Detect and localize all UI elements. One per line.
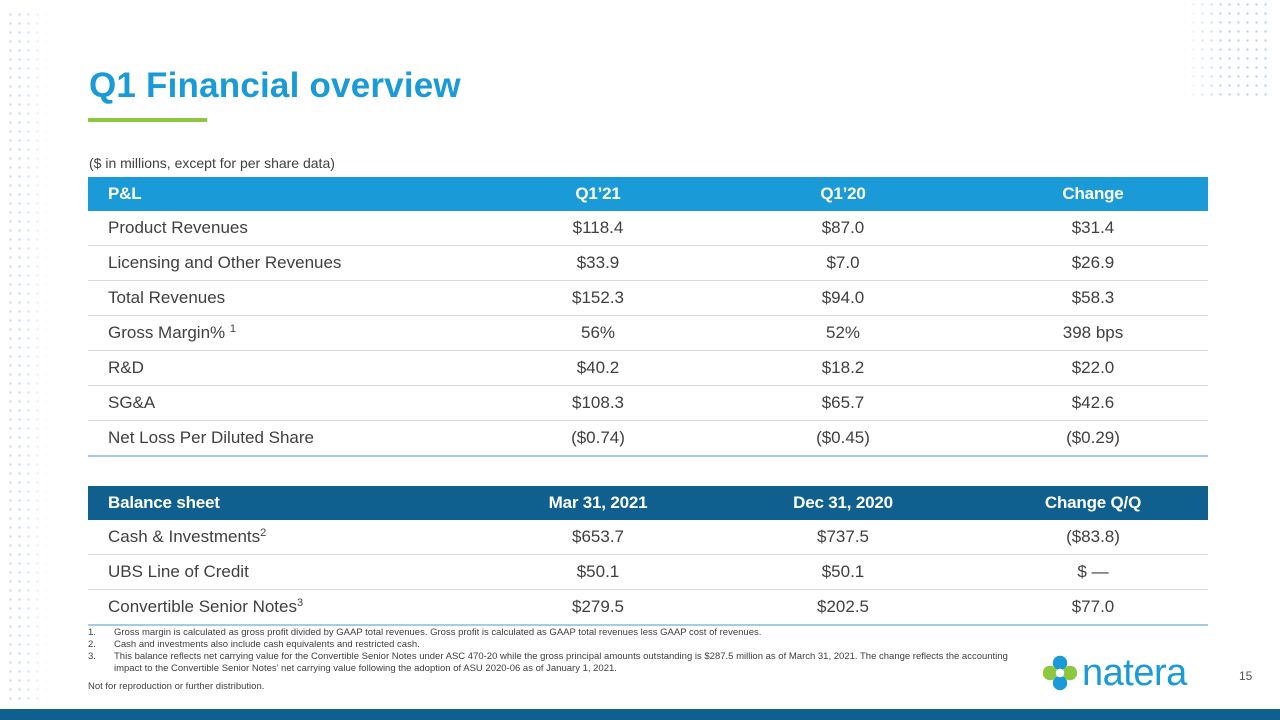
row-value-change: ($83.8) xyxy=(978,520,1208,555)
row-value-q1-20: $87.0 xyxy=(708,211,978,246)
table-row: Licensing and Other Revenues $33.9 $7.0 … xyxy=(88,245,1208,281)
row-value-q1-21: $40.2 xyxy=(488,350,708,386)
row-value-q1-20: ($0.45) xyxy=(708,420,978,457)
footnote: 1. Gross margin is calculated as gross p… xyxy=(88,627,1028,639)
row-label: UBS Line of Credit xyxy=(88,554,488,590)
footnote-ref: 1 xyxy=(229,323,236,335)
row-label: Net Loss Per Diluted Share xyxy=(88,420,488,457)
row-value-change: $42.6 xyxy=(978,385,1208,421)
footnote-ref: 2 xyxy=(260,527,267,539)
units-note: ($ in millions, except for per share dat… xyxy=(89,155,335,171)
bs-header-change: Change Q/Q xyxy=(978,486,1208,520)
table-row: Convertible Senior Notes3 $279.5 $202.5 … xyxy=(88,589,1208,626)
row-label: Gross Margin% 1 xyxy=(88,315,488,351)
footnote-text: Cash and investments also include cash e… xyxy=(114,639,420,650)
row-value-change: $77.0 xyxy=(978,589,1208,626)
footnote-number: 1. xyxy=(88,627,96,638)
row-value-change: $26.9 xyxy=(978,245,1208,281)
disclaimer: Not for reproduction or further distribu… xyxy=(88,681,265,692)
row-value-dec-2020: $737.5 xyxy=(708,520,978,555)
row-value-q1-21: ($0.74) xyxy=(488,420,708,457)
natera-logo: natera xyxy=(1042,654,1187,692)
table-row: Product Revenues $118.4 $87.0 $31.4 xyxy=(88,211,1208,246)
footnote: 2. Cash and investments also include cas… xyxy=(88,639,1028,651)
row-value-q1-21: 56% xyxy=(488,315,708,351)
row-value-mar-2021: $50.1 xyxy=(488,554,708,590)
row-value-q1-20: $18.2 xyxy=(708,350,978,386)
footer-bar xyxy=(0,709,1280,720)
row-value-q1-21: $108.3 xyxy=(488,385,708,421)
table-row: R&D $40.2 $18.2 $22.0 xyxy=(88,350,1208,386)
pl-header-label: P&L xyxy=(88,177,488,211)
bs-table-header: Balance sheet Mar 31, 2021 Dec 31, 2020 … xyxy=(88,486,1208,520)
row-value-change: ($0.29) xyxy=(978,420,1208,457)
row-value-mar-2021: $279.5 xyxy=(488,589,708,626)
natera-flower-icon xyxy=(1042,655,1078,691)
pl-header-change: Change xyxy=(978,177,1208,211)
row-label: SG&A xyxy=(88,385,488,421)
row-value-change: $58.3 xyxy=(978,280,1208,316)
table-row: UBS Line of Credit $50.1 $50.1 $ — xyxy=(88,554,1208,590)
footnote-number: 3. xyxy=(88,651,96,662)
footnote-number: 2. xyxy=(88,639,96,650)
row-value-q1-21: $33.9 xyxy=(488,245,708,281)
title-accent-bar xyxy=(88,118,207,122)
bs-header-label: Balance sheet xyxy=(88,486,488,520)
row-value-q1-20: $94.0 xyxy=(708,280,978,316)
row-value-mar-2021: $653.7 xyxy=(488,520,708,555)
row-value-q1-20: $65.7 xyxy=(708,385,978,421)
footnote-text: Gross margin is calculated as gross prof… xyxy=(114,627,762,638)
table-row: Total Revenues $152.3 $94.0 $58.3 xyxy=(88,280,1208,316)
row-value-dec-2020: $202.5 xyxy=(708,589,978,626)
row-label: Licensing and Other Revenues xyxy=(88,245,488,281)
row-value-change: 398 bps xyxy=(978,315,1208,351)
row-label: Convertible Senior Notes3 xyxy=(88,589,488,626)
row-value-dec-2020: $50.1 xyxy=(708,554,978,590)
row-value-q1-20: $7.0 xyxy=(708,245,978,281)
bs-header-mar-2021: Mar 31, 2021 xyxy=(488,486,708,520)
table-row: Net Loss Per Diluted Share ($0.74) ($0.4… xyxy=(88,420,1208,457)
row-value-change: $ — xyxy=(978,554,1208,590)
row-label: Cash & Investments2 xyxy=(88,520,488,555)
decorative-dot-pattern-left xyxy=(6,10,50,700)
footnotes: 1. Gross margin is calculated as gross p… xyxy=(88,627,1028,675)
footnote: 3. This balance reflects net carrying va… xyxy=(88,651,1028,675)
pl-header-q1-21: Q1’21 xyxy=(488,177,708,211)
footnote-text: This balance reflects net carrying value… xyxy=(114,651,1008,674)
row-label: R&D xyxy=(88,350,488,386)
footnote-ref: 3 xyxy=(296,597,304,609)
pl-table-header: P&L Q1’21 Q1’20 Change xyxy=(88,177,1208,211)
row-value-q1-20: 52% xyxy=(708,315,978,351)
logo-wordmark: natera xyxy=(1082,652,1187,694)
table-row: Gross Margin% 1 56% 52% 398 bps xyxy=(88,315,1208,351)
bs-header-dec-2020: Dec 31, 2020 xyxy=(708,486,978,520)
balance-sheet-table: Balance sheet Mar 31, 2021 Dec 31, 2020 … xyxy=(88,486,1208,626)
row-value-q1-21: $118.4 xyxy=(488,211,708,246)
row-value-change: $22.0 xyxy=(978,350,1208,386)
row-label: Product Revenues xyxy=(88,211,488,246)
row-label: Total Revenues xyxy=(88,280,488,316)
page-number: 15 xyxy=(1239,669,1253,683)
row-value-change: $31.4 xyxy=(978,211,1208,246)
row-value-q1-21: $152.3 xyxy=(488,280,708,316)
decorative-dot-pattern-right xyxy=(1180,0,1270,100)
table-row: Cash & Investments2 $653.7 $737.5 ($83.8… xyxy=(88,520,1208,555)
pl-header-q1-20: Q1’20 xyxy=(708,177,978,211)
pl-table: P&L Q1’21 Q1’20 Change Product Revenues … xyxy=(88,177,1208,457)
slide-title: Q1 Financial overview xyxy=(89,66,461,105)
table-row: SG&A $108.3 $65.7 $42.6 xyxy=(88,385,1208,421)
